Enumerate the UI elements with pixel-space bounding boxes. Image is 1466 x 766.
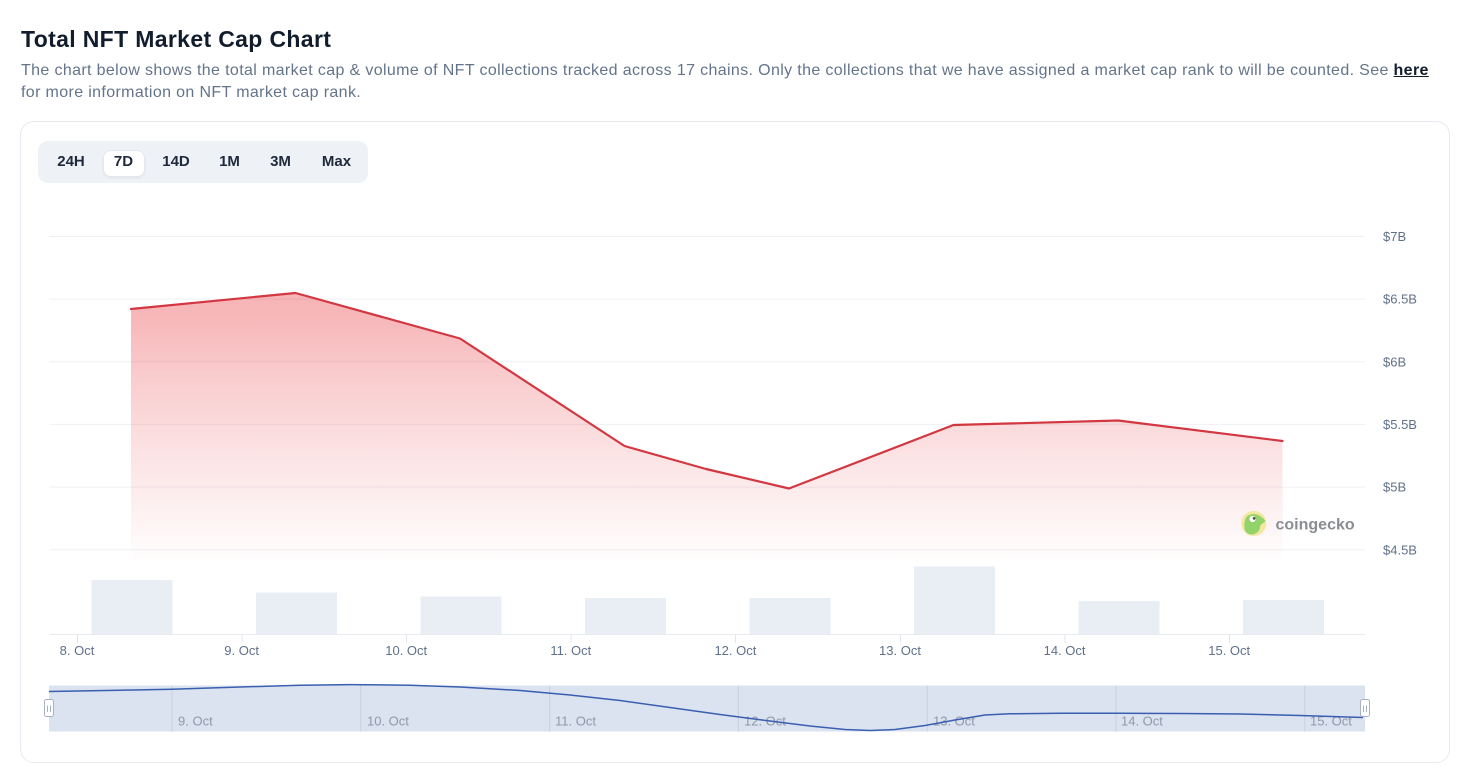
svg-text:13. Oct: 13. Oct [879,643,921,658]
svg-text:9. Oct: 9. Oct [178,714,213,729]
svg-text:11. Oct: 11. Oct [550,643,591,658]
svg-text:14. Oct: 14. Oct [1121,714,1163,729]
svg-text:$7B: $7B [1383,229,1406,244]
svg-text:$4.5B: $4.5B [1383,542,1417,557]
svg-text:$6B: $6B [1383,354,1406,369]
svg-text:15. Oct: 15. Oct [1208,643,1250,658]
svg-text:coingecko: coingecko [1276,517,1355,534]
svg-text:12. Oct: 12. Oct [714,643,756,658]
svg-text:14. Oct: 14. Oct [1044,643,1086,658]
svg-text:13. Oct: 13. Oct [933,714,975,729]
svg-text:10. Oct: 10. Oct [367,714,409,729]
svg-text:10. Oct: 10. Oct [385,643,427,658]
svg-text:$5B: $5B [1383,480,1406,495]
svg-text:$6.5B: $6.5B [1383,292,1417,307]
svg-text:$5.5B: $5.5B [1383,417,1417,432]
svg-text:8. Oct: 8. Oct [60,643,95,658]
svg-text:9. Oct: 9. Oct [224,643,259,658]
svg-text:11. Oct: 11. Oct [555,714,596,729]
